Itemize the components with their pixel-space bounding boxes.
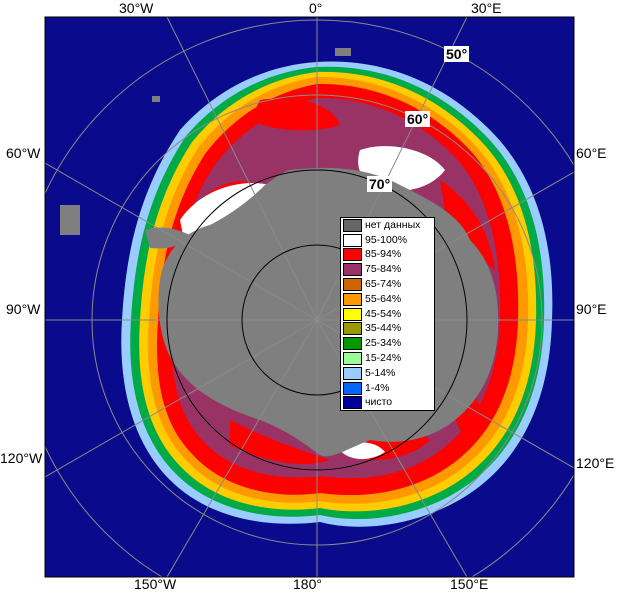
legend-swatch xyxy=(343,307,362,321)
legend-swatch xyxy=(343,352,362,366)
legend-swatch xyxy=(343,396,362,410)
legend-item: 75-84% xyxy=(341,262,434,277)
legend-swatch xyxy=(343,263,362,277)
legend-label: 95-100% xyxy=(365,233,408,246)
legend-item: чисто xyxy=(341,396,434,411)
legend-item: 85-94% xyxy=(341,248,434,263)
lon-label-180: 180° xyxy=(293,576,322,592)
legend: нет данных 95-100% 85-94% 75-84% 65-74% 55-64… xyxy=(340,217,435,412)
lon-label-0: 0° xyxy=(309,0,323,16)
legend-item: 55-64% xyxy=(341,292,434,307)
lon-label-150w: 150°W xyxy=(134,576,177,592)
legend-item: 35-44% xyxy=(341,322,434,337)
legend-label: 25-34% xyxy=(365,337,402,350)
legend-label: 1-4% xyxy=(365,381,390,394)
lon-label-120w: 120°W xyxy=(0,450,43,466)
legend-item: 25-34% xyxy=(341,336,434,351)
lon-label-60e: 60°E xyxy=(576,145,607,161)
lon-label-90e: 90°E xyxy=(576,301,607,317)
legend-item: 65-74% xyxy=(341,277,434,292)
legend-swatch xyxy=(343,337,362,351)
legend-label: 35-44% xyxy=(365,322,402,335)
legend-swatch xyxy=(343,381,362,395)
legend-item: 15-24% xyxy=(341,351,434,366)
legend-label: 45-54% xyxy=(365,307,402,320)
lat-label-70: 70° xyxy=(367,176,393,192)
legend-item: 5-14% xyxy=(341,366,434,381)
lon-label-60w: 60°W xyxy=(6,145,41,161)
legend-swatch xyxy=(343,248,362,262)
lon-label-30w: 30°W xyxy=(119,0,154,16)
legend-item: 45-54% xyxy=(341,307,434,322)
legend-swatch xyxy=(343,278,362,292)
legend-swatch xyxy=(343,366,362,380)
legend-label: 5-14% xyxy=(365,366,396,379)
legend-label: 85-94% xyxy=(365,248,402,261)
legend-label: нет данных xyxy=(365,218,421,231)
lon-label-120e: 120°E xyxy=(576,455,615,471)
legend-label: 55-64% xyxy=(365,292,402,305)
legend-swatch xyxy=(343,218,362,232)
lon-label-150e: 150°E xyxy=(450,576,489,592)
lat-label-60: 60° xyxy=(405,111,431,127)
legend-swatch xyxy=(343,322,362,336)
legend-swatch xyxy=(343,292,362,306)
lat-label-50: 50° xyxy=(444,46,470,62)
legend-item: нет данных xyxy=(341,218,434,233)
legend-swatch xyxy=(343,233,362,247)
legend-label: 65-74% xyxy=(365,278,402,291)
lon-label-30e: 30°E xyxy=(471,0,502,16)
legend-label: чисто xyxy=(365,396,393,409)
legend-label: 75-84% xyxy=(365,263,402,276)
lon-label-90w: 90°W xyxy=(6,301,41,317)
legend-item: 95-100% xyxy=(341,233,434,248)
legend-item: 1-4% xyxy=(341,381,434,396)
legend-label: 15-24% xyxy=(365,352,402,365)
